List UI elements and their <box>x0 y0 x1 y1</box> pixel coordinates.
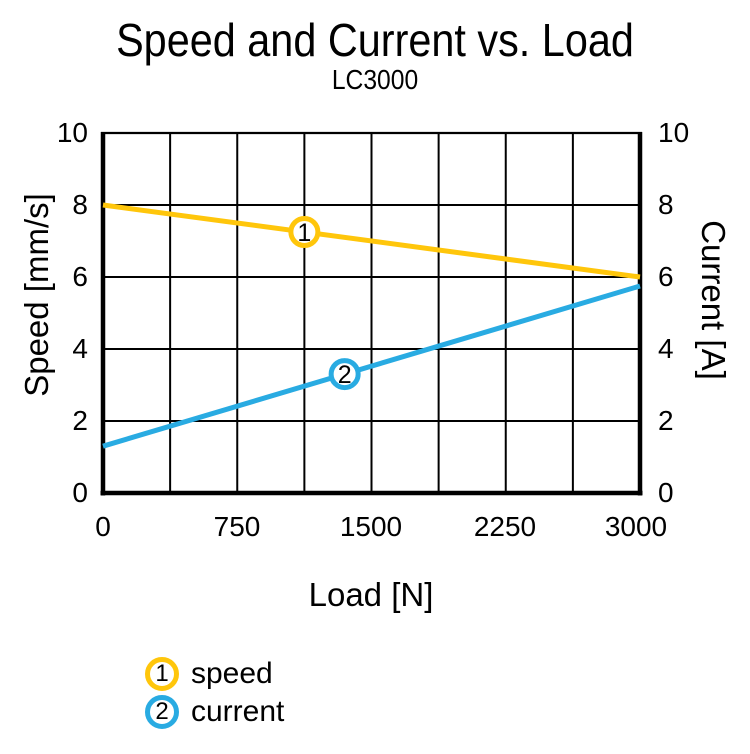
y-left-tick-10: 10 <box>56 117 88 148</box>
series-current-marker <box>328 358 361 391</box>
y-right-tick-0: 0 <box>658 477 674 508</box>
x-axis-title: Load [N] <box>308 576 434 613</box>
x-tick-2250: 2250 <box>473 511 537 542</box>
series-speed-marker <box>288 216 321 248</box>
x-tick-0: 0 <box>95 511 111 542</box>
legend-marker-2-circle: 2 <box>145 695 179 729</box>
y-left-tick-4: 4 <box>72 333 88 364</box>
x-tick-750: 750 <box>213 511 261 542</box>
chart-title: Speed and Current vs. Load <box>116 14 634 66</box>
x-tick-3000: 3000 <box>604 511 668 542</box>
legend-marker-2-number: 2 <box>155 698 169 725</box>
y-right-tick-4: 4 <box>658 333 674 364</box>
legend-marker-1-number: 1 <box>155 660 169 687</box>
y-left-tick-8: 8 <box>72 189 88 220</box>
legend: 1 speed 2 current <box>145 655 284 731</box>
x-tick-1500: 1500 <box>339 511 403 542</box>
legend-label-current: current <box>191 695 285 728</box>
y-axis-left-title: Speed [mm/s] <box>18 193 55 397</box>
y-right-tick-2: 2 <box>658 405 674 436</box>
series-speed-line <box>102 202 641 280</box>
y-left-tick-0: 0 <box>72 477 88 508</box>
y-right-tick-8: 8 <box>658 189 674 220</box>
series-speed-marker-number: 1 <box>297 219 311 247</box>
y-left-tick-2: 2 <box>72 405 88 436</box>
legend-item-speed: 1 speed <box>145 655 284 693</box>
legend-item-current: 2 current <box>145 693 284 731</box>
y-right-tick-6: 6 <box>658 261 674 292</box>
y-left-tick-6: 6 <box>72 261 88 292</box>
chart-subtitle: LC3000 <box>331 64 419 95</box>
legend-label-speed: speed <box>191 657 273 690</box>
y-right-tick-10: 10 <box>658 117 690 148</box>
legend-marker-1-circle: 1 <box>145 657 179 691</box>
series-current-marker-number: 2 <box>338 361 352 389</box>
series-current-line <box>102 283 641 449</box>
y-axis-right-title: Current [A] <box>695 220 732 380</box>
